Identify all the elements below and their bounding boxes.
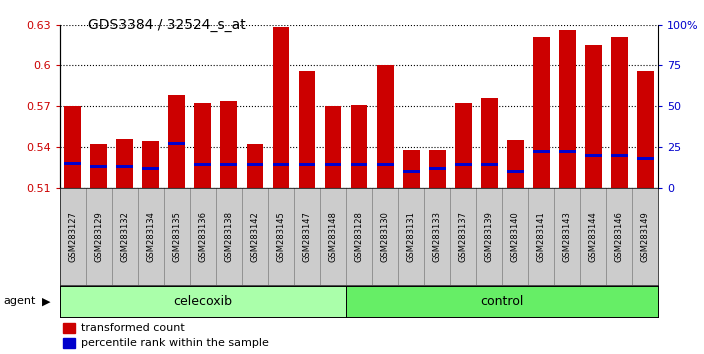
Bar — [168, 95, 185, 188]
Bar — [403, 170, 420, 173]
Bar — [377, 65, 394, 188]
Bar — [637, 71, 654, 188]
Bar — [64, 162, 81, 165]
Bar — [325, 163, 341, 166]
Text: GSM283137: GSM283137 — [458, 211, 467, 262]
Bar — [585, 45, 602, 188]
Bar — [481, 163, 498, 166]
Bar — [142, 142, 159, 188]
Bar — [246, 163, 263, 166]
Text: GSM283148: GSM283148 — [329, 211, 337, 262]
Bar — [429, 167, 446, 170]
Text: GSM283127: GSM283127 — [68, 211, 77, 262]
Text: GSM283128: GSM283128 — [355, 211, 363, 262]
Text: GSM283139: GSM283139 — [484, 211, 494, 262]
Text: GSM283133: GSM283133 — [432, 211, 441, 262]
Bar — [611, 37, 628, 188]
Text: GDS3384 / 32524_s_at: GDS3384 / 32524_s_at — [88, 18, 246, 32]
Text: GSM283142: GSM283142 — [251, 211, 260, 262]
Text: GSM283140: GSM283140 — [510, 211, 520, 262]
Bar — [246, 144, 263, 188]
Bar — [403, 150, 420, 188]
Bar — [168, 142, 185, 145]
Bar — [325, 106, 341, 188]
Bar — [611, 154, 628, 156]
Bar — [194, 103, 211, 188]
Text: GSM283143: GSM283143 — [562, 211, 572, 262]
Bar — [194, 163, 211, 166]
Text: GSM283141: GSM283141 — [536, 211, 546, 262]
Bar — [637, 157, 654, 160]
Bar — [64, 106, 81, 188]
Bar — [351, 105, 367, 188]
Text: percentile rank within the sample: percentile rank within the sample — [81, 338, 269, 348]
Bar — [63, 323, 75, 333]
Text: GSM283146: GSM283146 — [615, 211, 624, 262]
Bar — [116, 139, 133, 188]
Bar — [142, 167, 159, 170]
Bar — [90, 144, 107, 188]
Text: GSM283145: GSM283145 — [277, 211, 286, 262]
Text: GSM283135: GSM283135 — [172, 211, 182, 262]
Bar — [90, 165, 107, 168]
Bar — [116, 165, 133, 168]
Text: control: control — [480, 295, 524, 308]
Bar — [559, 30, 576, 188]
Text: GSM283132: GSM283132 — [120, 211, 130, 262]
Bar — [585, 154, 602, 156]
Bar — [533, 37, 550, 188]
Bar — [298, 71, 315, 188]
Bar — [507, 170, 524, 173]
Bar — [272, 163, 289, 166]
Text: GSM283129: GSM283129 — [94, 211, 103, 262]
Bar — [351, 163, 367, 166]
Text: GSM283130: GSM283130 — [381, 211, 389, 262]
Text: ▶: ▶ — [42, 296, 51, 306]
Bar — [481, 98, 498, 188]
Text: GSM283149: GSM283149 — [641, 211, 650, 262]
Bar — [272, 28, 289, 188]
Bar — [220, 101, 237, 188]
Bar — [377, 163, 394, 166]
Text: GSM283136: GSM283136 — [199, 211, 208, 262]
Bar — [298, 163, 315, 166]
Bar — [455, 163, 472, 166]
Text: GSM283138: GSM283138 — [225, 211, 234, 262]
Bar — [429, 150, 446, 188]
Bar — [220, 163, 237, 166]
Text: GSM283131: GSM283131 — [407, 211, 415, 262]
Text: GSM283147: GSM283147 — [303, 211, 311, 262]
Bar — [455, 103, 472, 188]
Bar — [63, 338, 75, 348]
Bar — [533, 150, 550, 153]
Text: transformed count: transformed count — [81, 323, 184, 333]
Bar — [507, 140, 524, 188]
Text: GSM283144: GSM283144 — [589, 211, 598, 262]
Text: GSM283134: GSM283134 — [146, 211, 156, 262]
Text: celecoxib: celecoxib — [173, 295, 232, 308]
Bar — [559, 150, 576, 153]
Text: agent: agent — [4, 296, 36, 306]
